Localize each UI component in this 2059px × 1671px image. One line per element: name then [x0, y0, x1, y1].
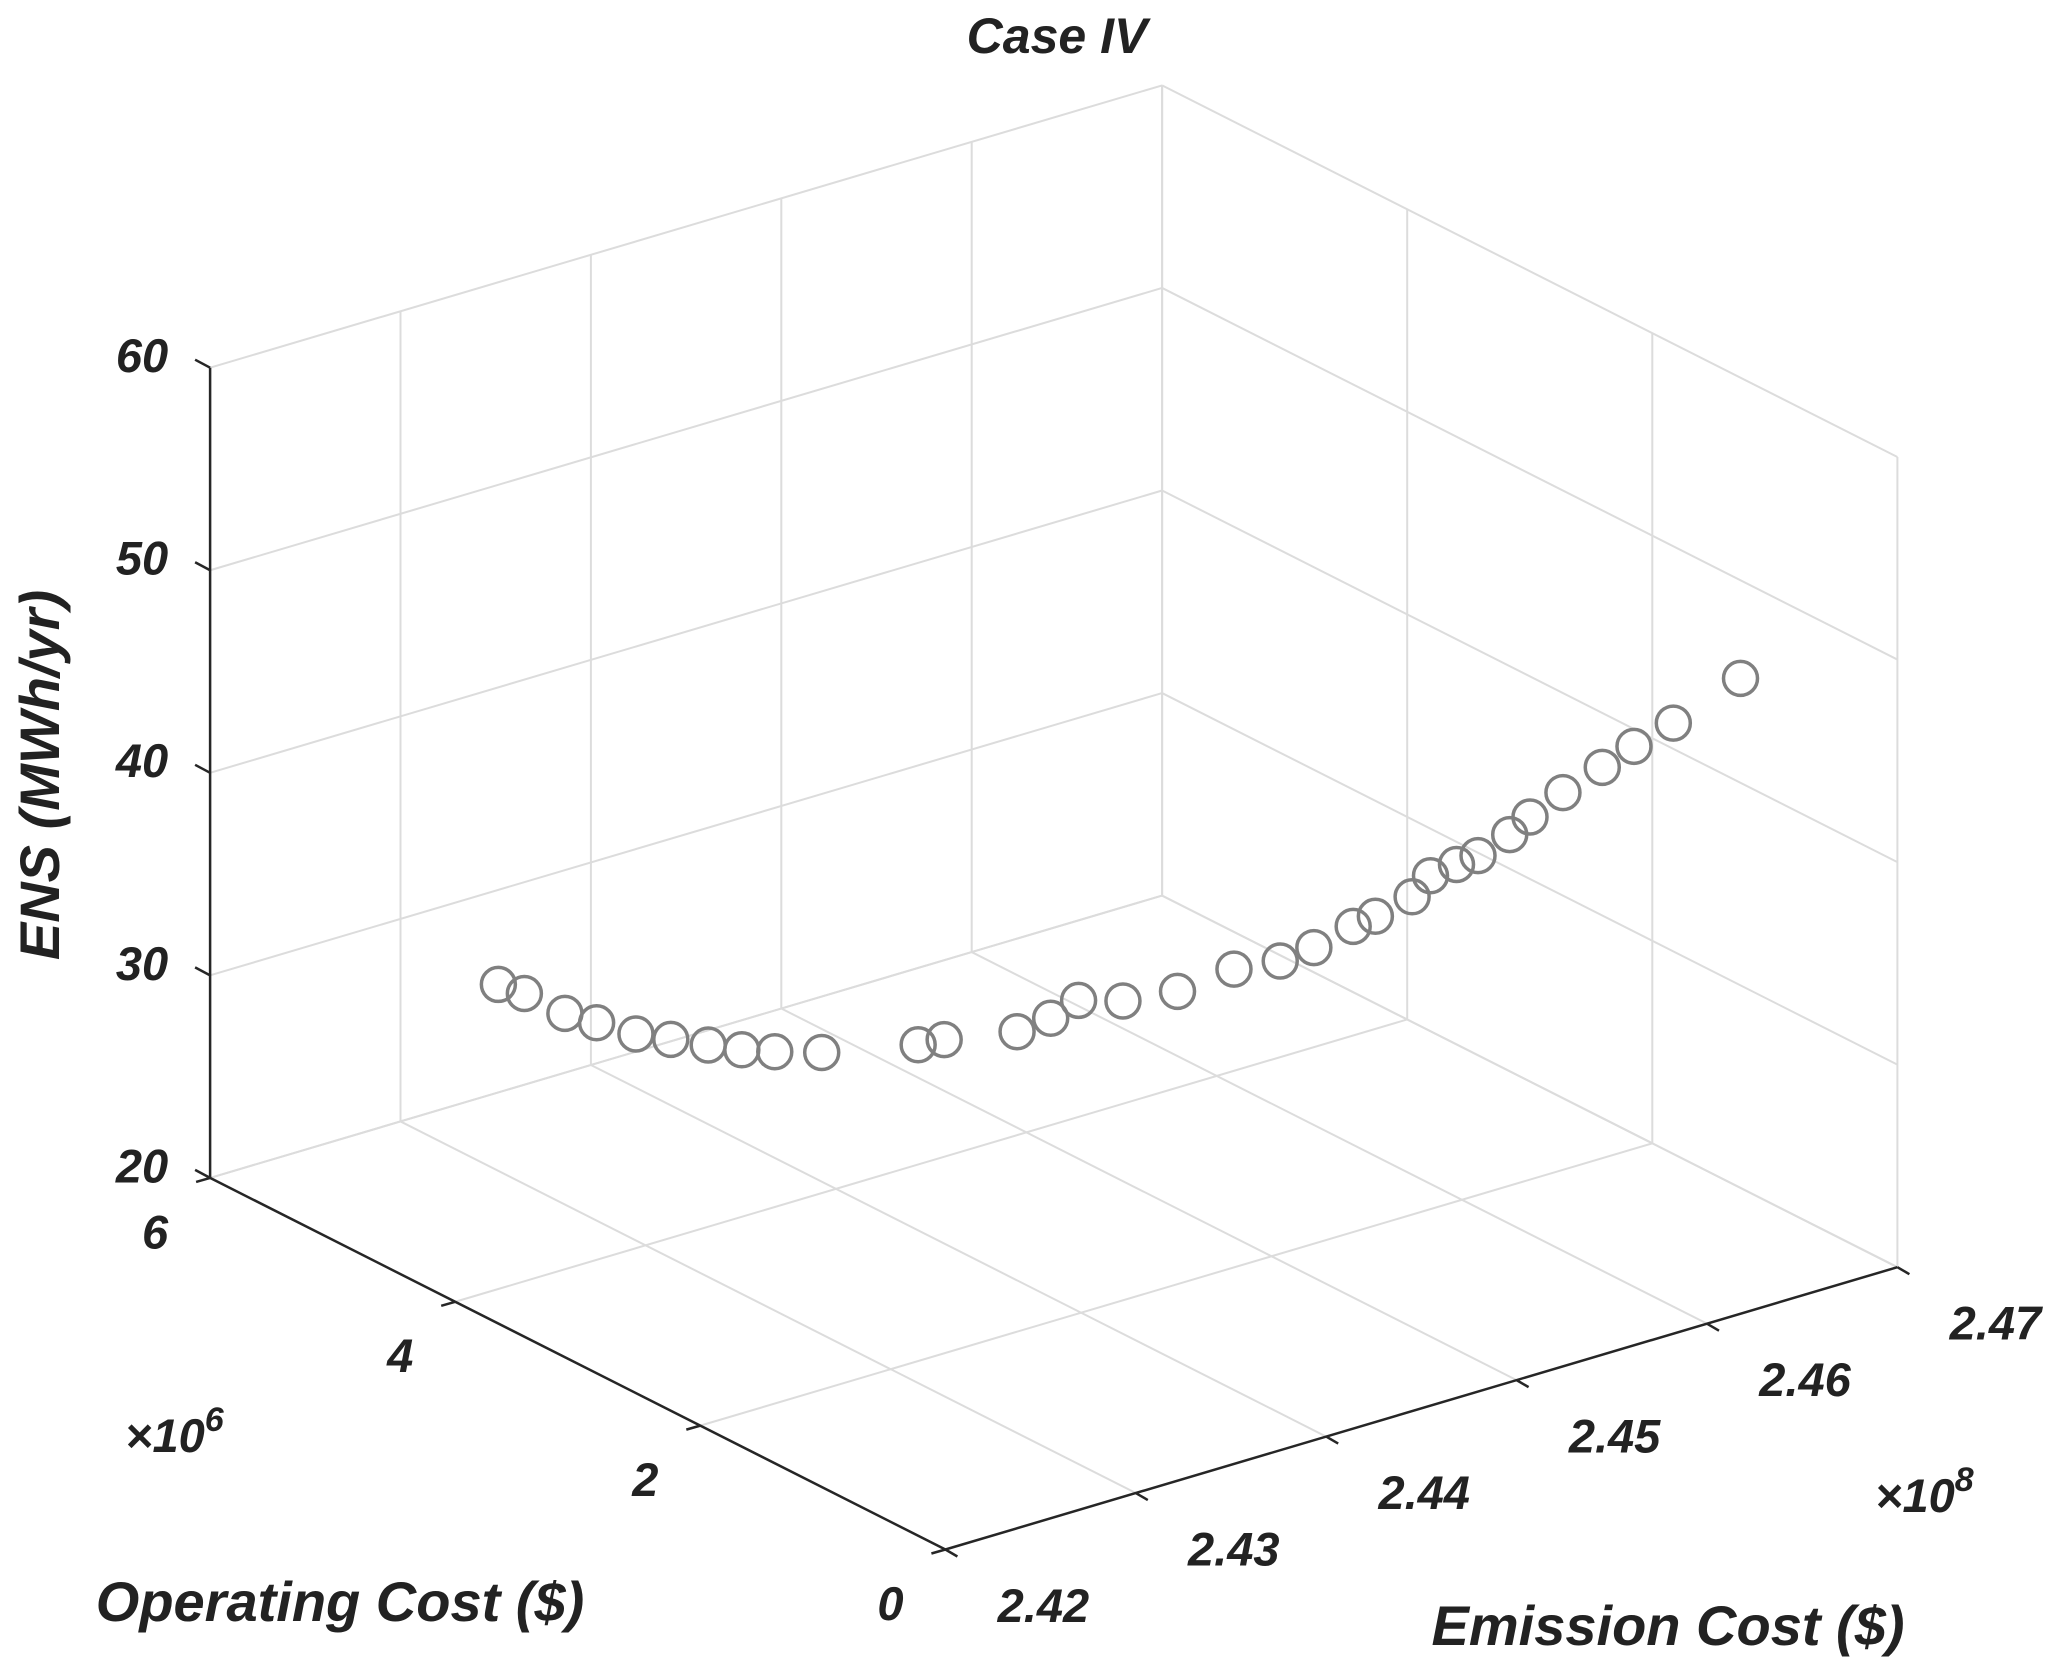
point [1334, 907, 1372, 946]
y-tick-label: 2.45 [1568, 1410, 1661, 1463]
point [1411, 856, 1450, 895]
point [1104, 982, 1142, 1020]
tick-mark [944, 1548, 959, 1558]
z-tick-label: 30 [116, 937, 168, 990]
point [1261, 942, 1299, 980]
point [617, 1015, 655, 1053]
tick-mark [194, 561, 211, 572]
marks [479, 659, 1760, 1072]
x-tick-label: 2 [631, 1453, 658, 1506]
point [479, 965, 518, 1004]
y-tick-label: 2.43 [1187, 1522, 1279, 1575]
point [899, 1025, 937, 1064]
multiplier-base: ×10 [125, 1409, 205, 1462]
tick-mark [1135, 1491, 1149, 1502]
y-axis-label: Emission Cost ($) [1432, 1594, 1905, 1657]
grid-line [209, 692, 1163, 977]
grid-line [1161, 287, 1898, 661]
point [1615, 727, 1653, 766]
multiplier-exponent: 8 [1955, 1461, 1974, 1499]
tick-mark [1515, 1379, 1530, 1389]
grid [209, 84, 1899, 1551]
point [1059, 981, 1098, 1020]
point [1511, 798, 1549, 836]
grid-line [1161, 489, 1898, 863]
point [546, 994, 584, 1033]
grid-line [780, 1007, 1518, 1382]
point [723, 1031, 761, 1069]
point [1393, 878, 1431, 916]
tick-mark [440, 1300, 456, 1307]
y-axis-line [945, 1266, 1898, 1551]
grid-line [700, 1142, 1653, 1427]
point [1158, 972, 1197, 1011]
z-tick-label: 20 [115, 1139, 168, 1192]
tick-mark [194, 966, 211, 977]
grid-line [1161, 84, 1898, 458]
tick-mark [194, 358, 211, 369]
z-axis-label: ENS (MWh/yr) [8, 590, 71, 960]
grid-line [971, 951, 1708, 1325]
grid-line [590, 1064, 1327, 1438]
tick-mark [194, 1168, 211, 1180]
grid-line [209, 286, 1163, 572]
multiplier-exponent: 6 [205, 1401, 225, 1439]
x-tick-label: 6 [142, 1205, 169, 1258]
point [802, 1033, 841, 1072]
point [689, 1026, 727, 1064]
y-tick-label: 2.46 [1758, 1353, 1851, 1406]
y-multiplier: ×108 [1875, 1461, 1974, 1522]
axes: 0 2 4 6 2.42 2.43 2.44 2.45 2.46 2.47 20 30 40 50 60 [115, 329, 2043, 1632]
point [756, 1032, 794, 1071]
point [1544, 773, 1582, 812]
point [925, 1020, 963, 1059]
point [1215, 950, 1253, 988]
x-tick-label: 4 [386, 1329, 413, 1382]
point [1583, 748, 1622, 787]
x-axis-line [209, 1176, 946, 1551]
grid-line [209, 84, 1163, 369]
y-tick-label: 2.42 [997, 1579, 1089, 1632]
grid-line [454, 1018, 1408, 1303]
tick-mark [1706, 1322, 1720, 1332]
grid-line [1161, 894, 1898, 1269]
x-axis-label: Operating Cost ($) [96, 1570, 584, 1633]
grid-line [209, 489, 1163, 774]
y-tick-label: 2.47 [1949, 1297, 2043, 1350]
chart-title: Case IV [967, 8, 1151, 64]
y-tick-label: 2.44 [1377, 1466, 1469, 1519]
point [1490, 815, 1529, 854]
z-tick-label: 40 [115, 734, 168, 787]
point [505, 974, 544, 1013]
point [1721, 659, 1760, 698]
point [1356, 897, 1395, 936]
tick-mark [1896, 1266, 1911, 1276]
multiplier-base: ×10 [1875, 1469, 1955, 1522]
tick-mark [194, 763, 211, 774]
grid-line [1161, 692, 1898, 1066]
tick-mark [931, 1548, 946, 1555]
point [1437, 845, 1476, 884]
z-tick-label: 60 [116, 329, 168, 382]
tick-mark [1325, 1435, 1339, 1445]
point [577, 1004, 616, 1042]
x-tick-label: 0 [877, 1577, 903, 1630]
point [1031, 999, 1070, 1037]
z-tick-label: 50 [116, 532, 168, 585]
tick-mark [685, 1424, 701, 1431]
point [998, 1012, 1036, 1051]
point [1459, 836, 1497, 875]
point [1654, 704, 1693, 742]
point [652, 1020, 690, 1059]
tick-mark [195, 1176, 211, 1184]
grid-line [400, 1120, 1137, 1494]
x-multiplier: ×106 [125, 1401, 225, 1462]
point [1295, 928, 1333, 967]
